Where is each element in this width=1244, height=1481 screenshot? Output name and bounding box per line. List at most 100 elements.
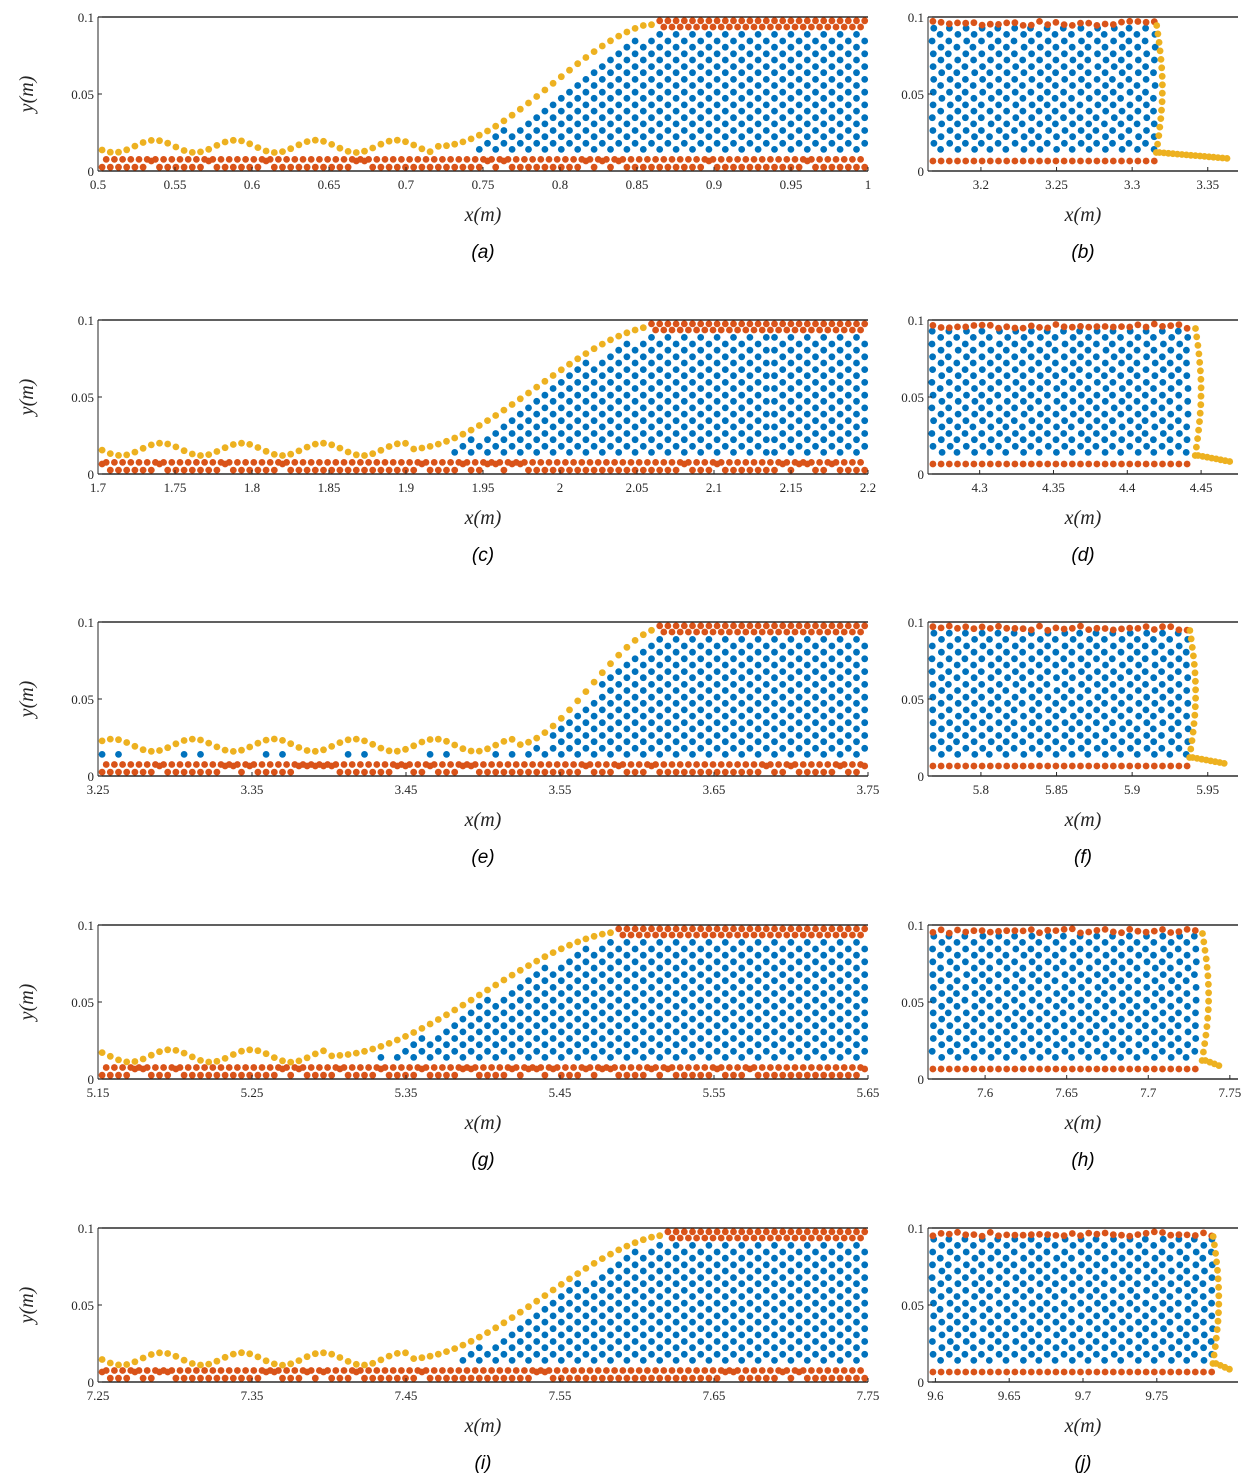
- wall-particle: [627, 459, 635, 466]
- fluid-particle: [648, 372, 655, 380]
- fluid-particle: [664, 1248, 672, 1256]
- wall-particle: [713, 163, 721, 171]
- fluid-particle: [844, 668, 852, 675]
- wall-particle: [812, 1071, 819, 1079]
- wall-particle: [578, 459, 586, 466]
- wall-particle: [250, 1367, 258, 1374]
- fluid-particle: [803, 687, 811, 694]
- wall-particle: [635, 459, 643, 466]
- fluid-particle: [557, 379, 565, 386]
- fluid-particle: [607, 404, 614, 412]
- fluid-particle: [525, 751, 532, 758]
- fluid-particle: [1035, 449, 1043, 456]
- fluid-particle: [566, 1299, 573, 1307]
- fluid-particle: [1094, 101, 1102, 109]
- surface-particle: [508, 735, 516, 743]
- surface-particle: [467, 135, 475, 143]
- wall-particle: [147, 1071, 155, 1079]
- wall-particle: [623, 768, 631, 776]
- wall-particle: [705, 925, 713, 933]
- fluid-particle: [713, 1022, 721, 1030]
- wall-particle: [250, 459, 258, 466]
- surface-particle: [615, 32, 623, 40]
- surface-particle: [106, 1052, 114, 1060]
- fluid-particle: [1003, 359, 1010, 367]
- wall-particle: [443, 1071, 450, 1079]
- wall-particle: [459, 1374, 467, 1382]
- wall-particle: [820, 163, 828, 171]
- fluid-particle: [954, 385, 962, 392]
- fluid-particle: [945, 63, 953, 70]
- wall-particle: [303, 1071, 311, 1079]
- fluid-particle: [680, 1248, 688, 1256]
- wall-particle: [1036, 460, 1043, 468]
- surface-particle: [393, 1350, 401, 1357]
- surface-particle: [180, 147, 188, 154]
- fluid-particle: [639, 94, 647, 102]
- fluid-particle: [1160, 340, 1167, 348]
- fluid-particle: [689, 340, 696, 348]
- wall-particle: [115, 163, 122, 171]
- fluid-particle: [1166, 397, 1174, 405]
- fluid-particle: [1134, 56, 1142, 64]
- fluid-particle: [820, 1002, 828, 1010]
- fluid-particle: [607, 939, 614, 946]
- wall-particle: [607, 163, 614, 171]
- surface-particle: [500, 406, 508, 414]
- fluid-particle: [1061, 971, 1069, 978]
- x-tick-label: 7.6: [977, 1085, 994, 1100]
- wall-particle: [365, 459, 372, 466]
- fluid-particle: [1011, 127, 1018, 134]
- fluid-particle: [631, 127, 639, 134]
- fluid-particle: [1142, 366, 1150, 373]
- wall-particle: [439, 761, 446, 768]
- fluid-particle: [1044, 732, 1051, 739]
- fluid-particle: [1143, 958, 1151, 966]
- wall-particle: [217, 1064, 225, 1071]
- fluid-particle: [1061, 76, 1069, 83]
- fluid-particle: [1175, 391, 1183, 399]
- fluid-particle: [680, 334, 688, 341]
- fluid-particle: [1027, 127, 1035, 134]
- fluid-particle: [615, 359, 623, 367]
- wall-particle: [767, 931, 774, 939]
- wall-particle: [1003, 762, 1011, 770]
- fluid-particle: [1192, 1035, 1200, 1042]
- wall-particle: [945, 622, 953, 630]
- fluid-particle: [730, 372, 737, 380]
- wall-particle: [574, 163, 582, 171]
- fluid-particle: [986, 31, 994, 38]
- wall-particle: [648, 1374, 655, 1382]
- fluid-particle: [648, 359, 655, 367]
- fluid-particle: [574, 977, 582, 985]
- surface-particle: [1158, 106, 1165, 114]
- surface-particle: [443, 437, 450, 445]
- fluid-particle: [738, 1041, 746, 1049]
- fluid-particle: [969, 334, 977, 341]
- fluid-particle: [730, 76, 737, 83]
- fluid-particle: [516, 139, 524, 147]
- wall-particle: [685, 156, 692, 163]
- fluid-particle: [1061, 442, 1069, 450]
- wall-particle: [1085, 157, 1093, 165]
- wall-particle: [730, 466, 737, 474]
- surface-particle: [508, 1314, 516, 1321]
- fluid-particle: [1102, 146, 1109, 153]
- surface-particle: [156, 137, 163, 145]
- fluid-particle: [672, 738, 680, 746]
- wall-particle: [680, 1228, 688, 1236]
- fluid-particle: [1133, 725, 1141, 733]
- wall-particle: [443, 1374, 450, 1382]
- wall-particle: [937, 762, 945, 770]
- surface-particle: [393, 136, 401, 144]
- fluid-particle: [1133, 346, 1141, 354]
- fluid-particle: [820, 94, 828, 102]
- fluid-particle: [812, 984, 819, 991]
- fluid-particle: [410, 1041, 418, 1049]
- surface-particle: [484, 986, 491, 994]
- fluid-particle: [574, 120, 582, 128]
- wall-particle: [750, 761, 758, 768]
- wall-particle: [1068, 22, 1076, 29]
- fluid-particle: [631, 449, 639, 456]
- fluid-particle: [795, 340, 803, 348]
